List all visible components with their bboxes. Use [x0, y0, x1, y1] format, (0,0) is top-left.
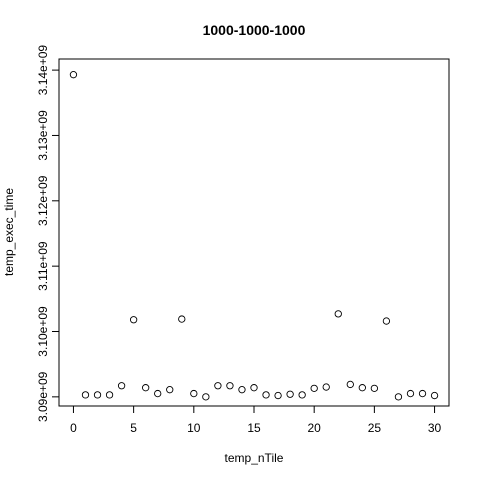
data-point [382, 317, 391, 325]
x-tick-label: 30 [428, 421, 442, 435]
y-tick-label: 3.14e+09 [36, 45, 50, 96]
y-tick-label: 3.13e+09 [36, 110, 50, 161]
data-point [81, 391, 90, 399]
data-point [129, 316, 138, 324]
data-point [262, 391, 270, 399]
y-axis: 3.09e+09 3.10e+09 3.11e+09 3.12e+09 3.13e+09… [36, 45, 60, 422]
y-axis-label: temp_exec_time [2, 188, 16, 276]
chart-title: 1000-1000-1000 [203, 22, 306, 38]
x-axis: 0 5 10 15 20 25 30 [70, 405, 442, 435]
x-tick-label: 0 [70, 421, 77, 435]
data-point [105, 391, 114, 399]
data-point [358, 384, 366, 392]
data-point [310, 384, 318, 393]
data-point [286, 390, 294, 398]
data-point [69, 71, 78, 79]
y-tick-label: 3.10e+09 [36, 306, 50, 357]
data-point [394, 393, 403, 401]
x-tick-label: 20 [308, 421, 322, 435]
data-point [226, 382, 234, 390]
data-points [69, 71, 439, 401]
data-point [142, 384, 150, 392]
data-point [334, 310, 342, 318]
data-point [190, 389, 198, 398]
data-point [238, 386, 246, 394]
data-point [298, 391, 306, 399]
x-tick-label: 15 [247, 421, 261, 435]
data-point [346, 380, 354, 389]
data-point [406, 389, 415, 398]
data-point [93, 391, 102, 399]
data-point [154, 389, 162, 398]
x-axis-label: temp_nTile [225, 451, 284, 465]
y-tick-label: 3.09e+09 [36, 371, 50, 422]
data-point [370, 384, 379, 393]
x-tick-label: 10 [187, 421, 201, 435]
data-point [322, 383, 330, 391]
data-point [430, 391, 439, 400]
data-point [214, 382, 222, 390]
data-point [178, 315, 186, 323]
data-point [274, 391, 282, 400]
x-tick-label: 25 [368, 421, 382, 435]
data-point [166, 386, 174, 394]
data-point [418, 389, 427, 398]
data-point [202, 393, 210, 401]
x-tick-label: 5 [130, 421, 137, 435]
data-point [117, 382, 126, 390]
data-point [250, 384, 258, 392]
y-tick-label: 3.11e+09 [36, 241, 50, 291]
y-tick-label: 3.12e+09 [36, 175, 50, 226]
